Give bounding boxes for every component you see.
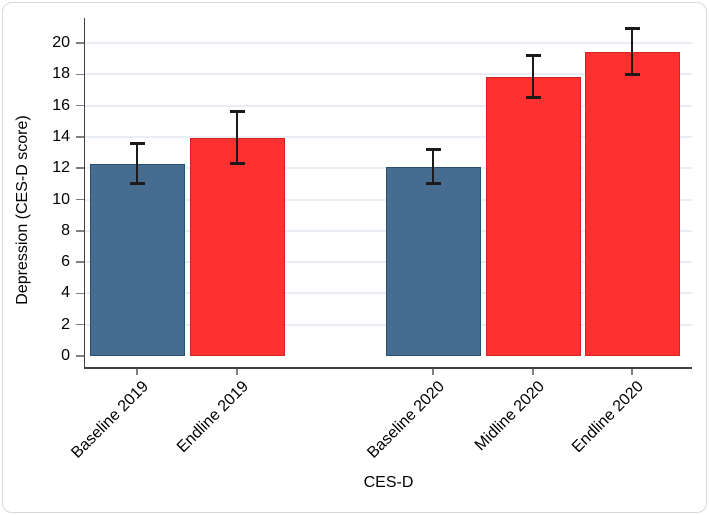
y-tick-label-4: 4 bbox=[61, 284, 70, 302]
y-axis-title: Depression (CES-D score) bbox=[14, 115, 31, 305]
x-axis-title: CES-D bbox=[363, 474, 414, 491]
y-tick-mark-2 bbox=[76, 323, 84, 326]
x-tick-mark-baseline-2019 bbox=[136, 368, 138, 375]
error-bar-endline-2019-line bbox=[236, 111, 238, 164]
y-tick-label-2: 2 bbox=[61, 315, 70, 333]
y-tick-mark-6 bbox=[76, 261, 84, 263]
y-tick-mark-0 bbox=[76, 355, 84, 357]
y-tick-mark-20 bbox=[76, 42, 84, 44]
error-bar-endline-2020-cap-top bbox=[624, 27, 640, 31]
error-bar-midline-2020-cap-top bbox=[525, 54, 541, 58]
error-bar-baseline-2019-cap-top bbox=[129, 141, 145, 145]
y-tick-label-12: 12 bbox=[52, 159, 70, 177]
y-tick-mark-16 bbox=[76, 104, 84, 107]
bar-endline-2019 bbox=[189, 138, 285, 356]
bar-baseline-2019 bbox=[89, 163, 185, 356]
y-tick-mark-10 bbox=[76, 198, 84, 201]
y-axis-line bbox=[83, 18, 85, 369]
gridline-y-20 bbox=[85, 42, 692, 44]
error-bar-baseline-2020-cap-bottom bbox=[425, 182, 441, 186]
y-tick-label-14: 14 bbox=[52, 127, 70, 145]
y-tick-label-20: 20 bbox=[52, 34, 70, 51]
x-tick-mark-endline-2019 bbox=[236, 368, 238, 375]
x-axis-line bbox=[83, 367, 692, 369]
y-tick-label-6: 6 bbox=[61, 253, 70, 271]
y-tick-mark-14 bbox=[76, 136, 84, 138]
x-tick-mark-endline-2020 bbox=[631, 368, 633, 375]
error-bar-baseline-2020-line bbox=[432, 149, 434, 184]
error-bar-midline-2020-line bbox=[532, 55, 534, 98]
bar-endline-2020 bbox=[584, 52, 680, 356]
gridline-y-18 bbox=[85, 73, 692, 76]
error-bar-endline-2020-cap-bottom bbox=[624, 72, 640, 76]
y-tick-label-0: 0 bbox=[61, 347, 70, 364]
error-bar-endline-2019-cap-bottom bbox=[229, 162, 245, 165]
error-bar-endline-2020-line bbox=[631, 28, 633, 75]
gridline-y-16 bbox=[85, 104, 692, 107]
x-tick-mark-midline-2020 bbox=[532, 368, 534, 375]
y-tick-mark-8 bbox=[76, 230, 84, 232]
error-bar-midline-2020-cap-bottom bbox=[525, 96, 541, 100]
y-tick-mark-4 bbox=[76, 292, 84, 295]
error-bar-baseline-2019-line bbox=[136, 143, 138, 184]
y-tick-label-8: 8 bbox=[61, 221, 70, 239]
bar-midline-2020 bbox=[485, 77, 581, 356]
x-tick-mark-baseline-2020 bbox=[432, 368, 434, 375]
y-tick-label-10: 10 bbox=[52, 190, 70, 208]
error-bar-baseline-2020-cap-top bbox=[425, 147, 441, 151]
y-tick-mark-12 bbox=[76, 167, 84, 169]
y-tick-mark-18 bbox=[76, 73, 84, 76]
error-bar-baseline-2019-cap-bottom bbox=[129, 182, 145, 186]
y-tick-label-18: 18 bbox=[52, 65, 70, 83]
error-bar-endline-2019-cap-top bbox=[229, 110, 245, 114]
bar-baseline-2020 bbox=[385, 166, 481, 356]
y-tick-label-16: 16 bbox=[52, 96, 70, 114]
gridline-y-14 bbox=[85, 135, 692, 138]
